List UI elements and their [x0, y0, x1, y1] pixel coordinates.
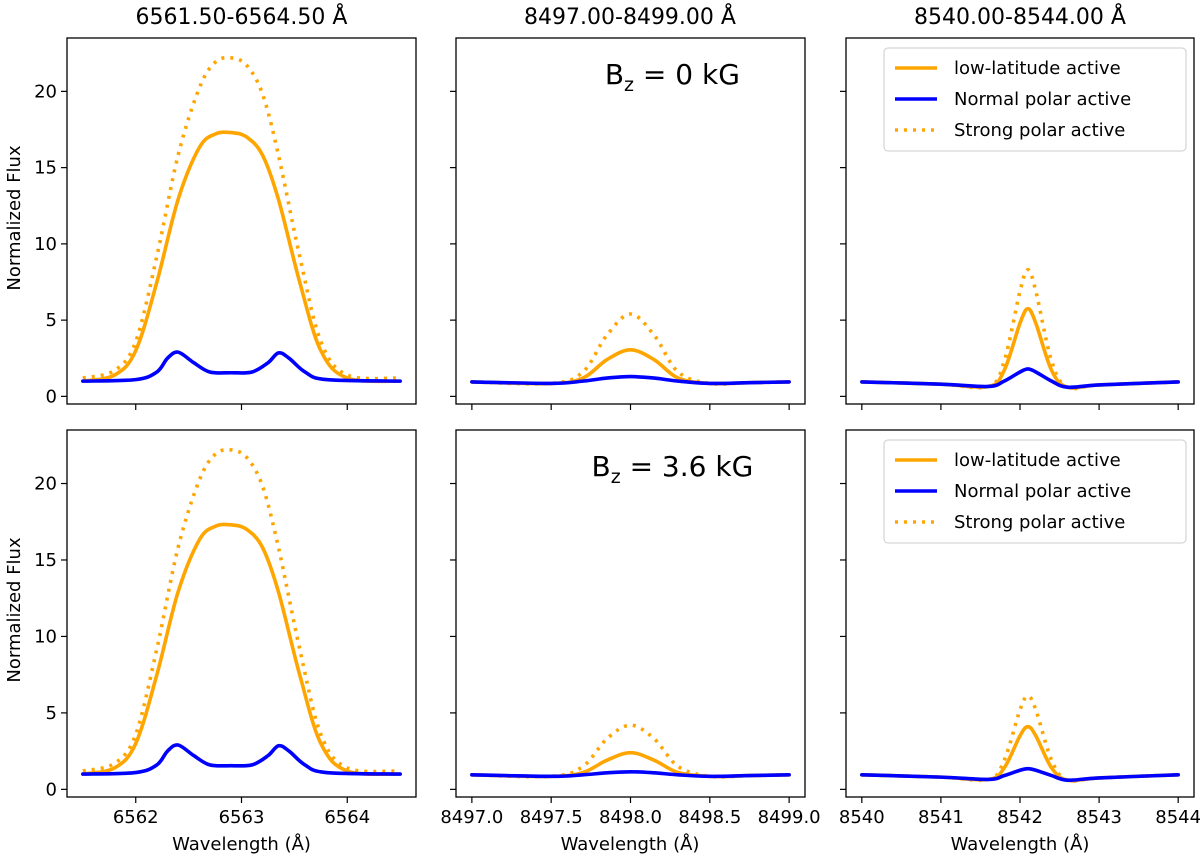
x-tick-label: 6562 — [113, 807, 159, 828]
column-title-halpha: 6561.50-6564.50 Å — [136, 3, 348, 30]
series-line-low-latitude-active — [81, 522, 402, 777]
x-tick-label: 8540 — [839, 807, 885, 828]
panel-r1-c1: 0 5 10 15 20 — [34, 37, 417, 410]
y-tick-label: 10 — [34, 234, 57, 255]
legend: low-latitude active Normal polar active St… — [883, 47, 1187, 152]
series-line-low-latitude-active — [81, 130, 402, 384]
series-line-normal-polar-active — [860, 367, 1180, 390]
series-line-strong-polar-active — [82, 447, 401, 774]
bz-value: = 0 kG — [634, 58, 740, 91]
y-tick-label: 0 — [46, 386, 57, 407]
x-tick-label: 6563 — [219, 807, 265, 828]
x-tick-label: 8497.0 — [440, 807, 503, 828]
series-group — [81, 55, 402, 384]
x-axis-label-col2: Wavelength (Å) — [561, 833, 700, 855]
legend-label: low-latitude active — [954, 450, 1121, 471]
y-tick-label: 5 — [46, 703, 57, 724]
y-axis-label-bottom: Normalized Flux — [4, 537, 25, 683]
series-group — [860, 268, 1180, 391]
y-tick-label: 15 — [34, 550, 57, 571]
y-axis-label-top: Normalized Flux — [4, 145, 25, 291]
series-group — [470, 312, 791, 386]
series-line-normal-polar-active — [470, 769, 791, 779]
x-axis-label-col1: Wavelength (Å) — [172, 833, 311, 855]
series-line-normal-polar-active — [860, 766, 1180, 783]
series-group — [860, 694, 1180, 783]
legend-label: Strong polar active — [954, 120, 1125, 141]
x-tick-label: 8543 — [1076, 807, 1122, 828]
legend-label: low-latitude active — [954, 58, 1121, 79]
bz-annotation: Bz = 3.6 kG — [591, 450, 753, 488]
series-line-strong-polar-active — [82, 55, 401, 381]
panel-r2-c2: 8497.0 8497.5 8498.0 8498.5 8499.0 Bz = 3.6 k… — [440, 429, 821, 828]
series-group — [81, 447, 402, 777]
series-line-normal-polar-active — [81, 743, 402, 776]
legend-label: Normal polar active — [954, 89, 1131, 110]
x-tick-label: 8541 — [918, 807, 964, 828]
legend-label: Strong polar active — [954, 512, 1125, 533]
column-title-ca-8542: 8540.00-8544.00 Å — [914, 3, 1126, 30]
legend-label: Normal polar active — [954, 481, 1131, 502]
y-tick-label: 20 — [34, 474, 57, 495]
bz-subscript: z — [611, 466, 621, 488]
series-line-normal-polar-active — [470, 374, 791, 386]
panel-r2-c1: 0 5 10 15 20 6562 6563 6564 — [34, 429, 417, 828]
series-group — [470, 723, 791, 779]
x-tick-label: 8497.5 — [520, 807, 583, 828]
series-line-normal-polar-active — [81, 350, 402, 383]
x-axis-label-col3: Wavelength (Å) — [951, 833, 1090, 855]
y-tick-label: 5 — [46, 310, 57, 331]
x-tick-label: 8498.0 — [599, 807, 662, 828]
legend-box — [883, 439, 1187, 544]
x-tick-label: 8498.5 — [678, 807, 741, 828]
bz-symbol: B — [605, 58, 624, 91]
x-tick-label: 8499.0 — [758, 807, 821, 828]
y-tick-label: 10 — [34, 626, 57, 647]
bz-value: = 3.6 kG — [621, 450, 754, 483]
x-tick-label: 8544 — [1155, 807, 1200, 828]
x-tick-label: 8542 — [997, 807, 1043, 828]
y-tick-label: 0 — [46, 779, 57, 800]
x-tick-label: 6564 — [324, 807, 370, 828]
bz-subscript: z — [624, 74, 634, 96]
legend-box — [883, 47, 1187, 152]
panel-r1-c3: low-latitude active Normal polar active St… — [840, 37, 1195, 410]
bz-annotation: Bz = 0 kG — [605, 58, 740, 96]
panels-group: 0 5 10 15 20 Bz = 0 kG low-latitude active Norm… — [34, 37, 1200, 828]
legend: low-latitude active Normal polar active St… — [883, 439, 1187, 544]
y-tick-label: 20 — [34, 81, 57, 102]
column-title-ca-8498: 8497.00-8499.00 Å — [524, 3, 736, 30]
bz-symbol: B — [591, 450, 610, 483]
panel-r1-c2: Bz = 0 kG — [450, 37, 806, 410]
panel-r2-c3: 8540 8541 8542 8543 8544 low-latitude active N… — [839, 429, 1200, 828]
y-tick-label: 15 — [34, 158, 57, 179]
